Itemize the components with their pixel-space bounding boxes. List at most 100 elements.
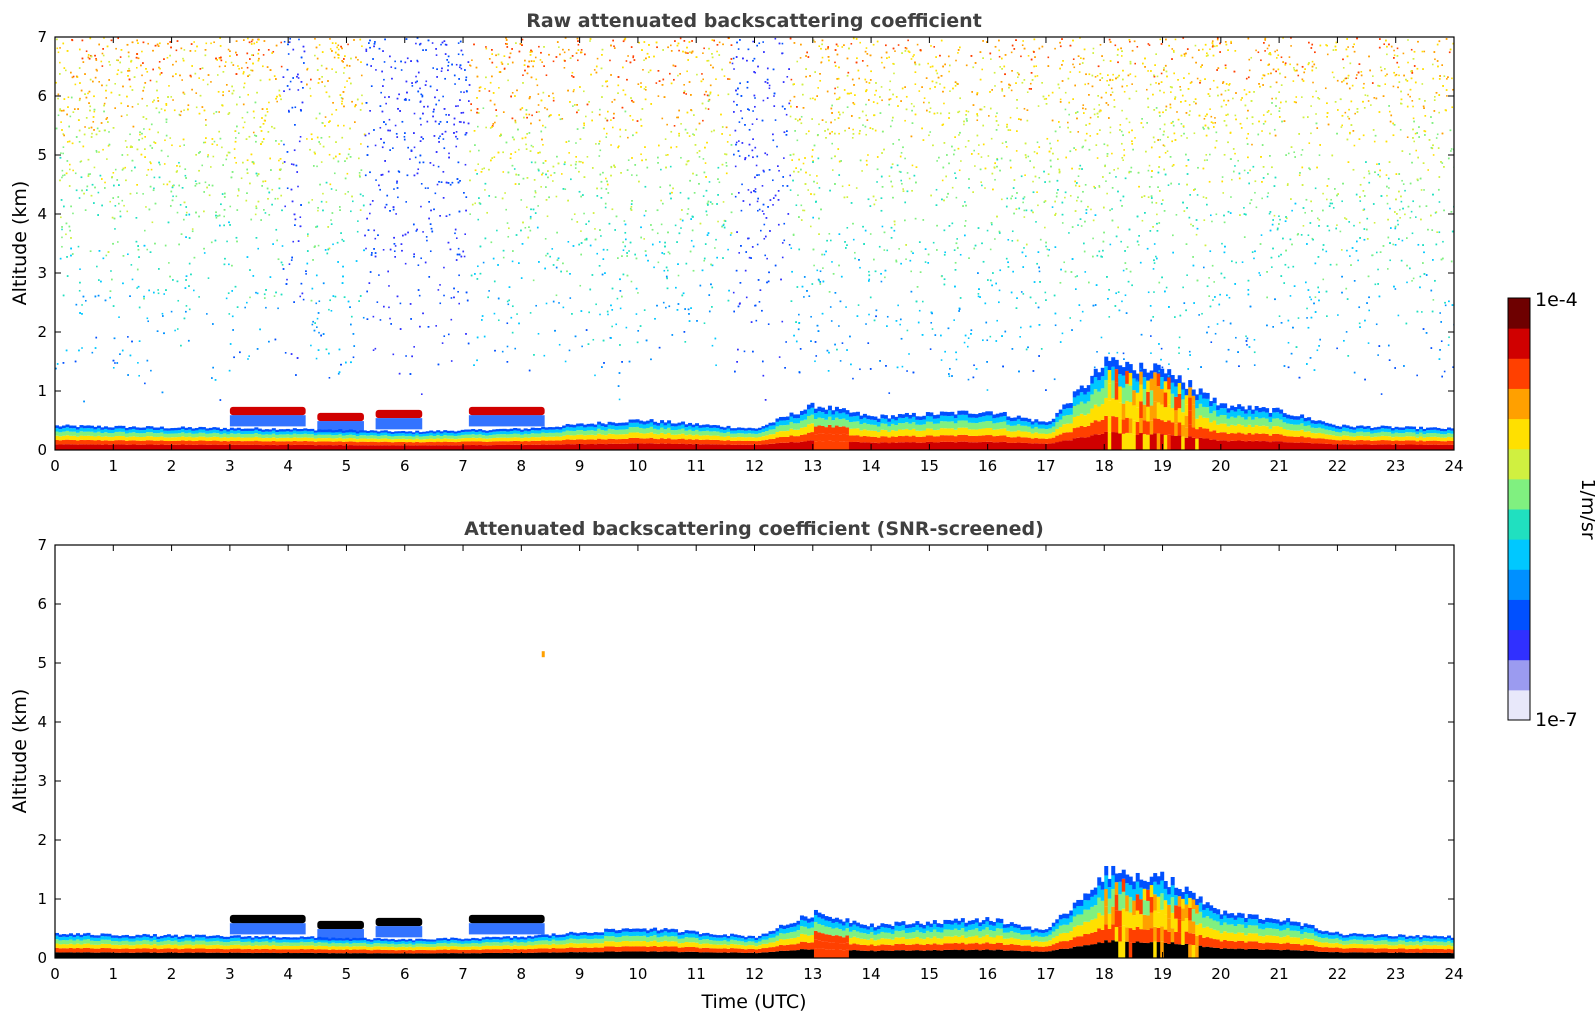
bl-cell (362, 432, 367, 436)
bl-cell (841, 433, 846, 442)
bl-cell (911, 428, 916, 436)
bl-cell (492, 429, 497, 432)
noise-pixel (432, 164, 435, 167)
noise-pixel (789, 115, 792, 118)
bl-cell (205, 437, 210, 442)
noise-pixel (703, 47, 705, 50)
bl-cell (845, 414, 850, 421)
noise-pixel (1036, 75, 1039, 77)
noise-pixel (897, 304, 899, 307)
bl-cell (768, 425, 773, 430)
noise-pixel (990, 58, 992, 60)
bl-cell (187, 427, 192, 430)
noise-pixel (1432, 299, 1435, 301)
bl-cell (380, 445, 385, 450)
bl-cell (841, 426, 846, 434)
bl-cell (457, 432, 462, 436)
bl-cell (264, 429, 269, 432)
bl-cell (387, 433, 392, 436)
bl-cell (1405, 432, 1410, 437)
noise-pixel (545, 254, 547, 257)
bl-cell (1037, 433, 1042, 439)
bl-cell (208, 440, 213, 445)
bl-cell (1209, 413, 1214, 423)
bl-cell (1422, 441, 1427, 445)
bl-cell (551, 444, 556, 450)
noise-pixel (893, 72, 895, 75)
bl-cell (1331, 444, 1336, 450)
bl-cell (789, 412, 794, 417)
bl-cell (950, 428, 955, 436)
bl-cell (390, 431, 395, 434)
noise-pixel (316, 165, 318, 168)
noise-pixel (1190, 223, 1192, 226)
bl-cell (1163, 373, 1168, 382)
noise-pixel (1377, 173, 1380, 176)
bl-cell (149, 440, 154, 445)
bl-cell (478, 437, 483, 442)
bl-cell (1216, 432, 1221, 441)
bl-cell (474, 429, 479, 433)
noise-pixel (1024, 174, 1026, 177)
noise-pixel (1289, 63, 1291, 66)
noise-pixel (477, 265, 479, 268)
noise-pixel (229, 205, 232, 208)
bl-cell (639, 438, 644, 444)
noise-pixel (1092, 237, 1094, 240)
bl-cell (495, 434, 500, 438)
bl-cell (716, 425, 721, 429)
noise-pixel (130, 264, 133, 266)
bl-cell (401, 438, 406, 442)
noise-pixel (129, 85, 132, 88)
bl-cell (971, 422, 976, 430)
noise-pixel (1159, 138, 1162, 141)
noise-pixel (946, 196, 948, 198)
noise-pixel (981, 184, 983, 187)
noise-pixel (277, 197, 279, 200)
bl-cell (506, 441, 511, 445)
bl-cell (747, 427, 752, 431)
bl-cell (355, 431, 360, 434)
noise-pixel (657, 261, 660, 264)
bl-cell (1244, 434, 1249, 442)
noise-pixel (1069, 71, 1072, 73)
bl-cell (240, 441, 245, 445)
bl-cell (425, 438, 430, 443)
bl-cell (747, 430, 752, 434)
noise-pixel (539, 59, 542, 61)
noise-pixel (965, 110, 968, 112)
noise-pixel (955, 196, 958, 199)
bl-cell (845, 420, 850, 428)
bl-cell (1002, 416, 1007, 422)
bl-cell (565, 439, 570, 445)
bl-cell (1212, 397, 1217, 404)
bl-cell (348, 441, 353, 446)
noise-pixel (865, 133, 867, 136)
bl-cell (432, 442, 437, 446)
noise-pixel (1309, 296, 1311, 298)
bl-cell (1230, 424, 1235, 434)
noise-pixel (1059, 98, 1062, 101)
noise-pixel (1432, 154, 1435, 156)
bl-cell (1265, 433, 1270, 442)
bl-cell (908, 436, 913, 443)
bl-cell (520, 429, 525, 432)
bl-cell (604, 427, 609, 431)
noise-pixel (702, 158, 705, 160)
bl-cell (1394, 432, 1399, 437)
bl-cell (859, 442, 864, 450)
noise-pixel (1412, 277, 1415, 280)
noise-pixel (836, 98, 838, 101)
bl-cell (1065, 440, 1070, 450)
bl-cell (838, 413, 843, 420)
bl-cell (1146, 372, 1151, 381)
noise-pixel (1134, 62, 1137, 65)
noise-pixel (1116, 351, 1119, 354)
noise-pixel (374, 347, 377, 350)
bl-cell (380, 432, 385, 436)
bl-cell (541, 432, 546, 437)
bl-cell (614, 434, 619, 440)
bl-cell (257, 437, 262, 442)
bl-cell (96, 440, 101, 445)
bl-cell (166, 433, 171, 438)
